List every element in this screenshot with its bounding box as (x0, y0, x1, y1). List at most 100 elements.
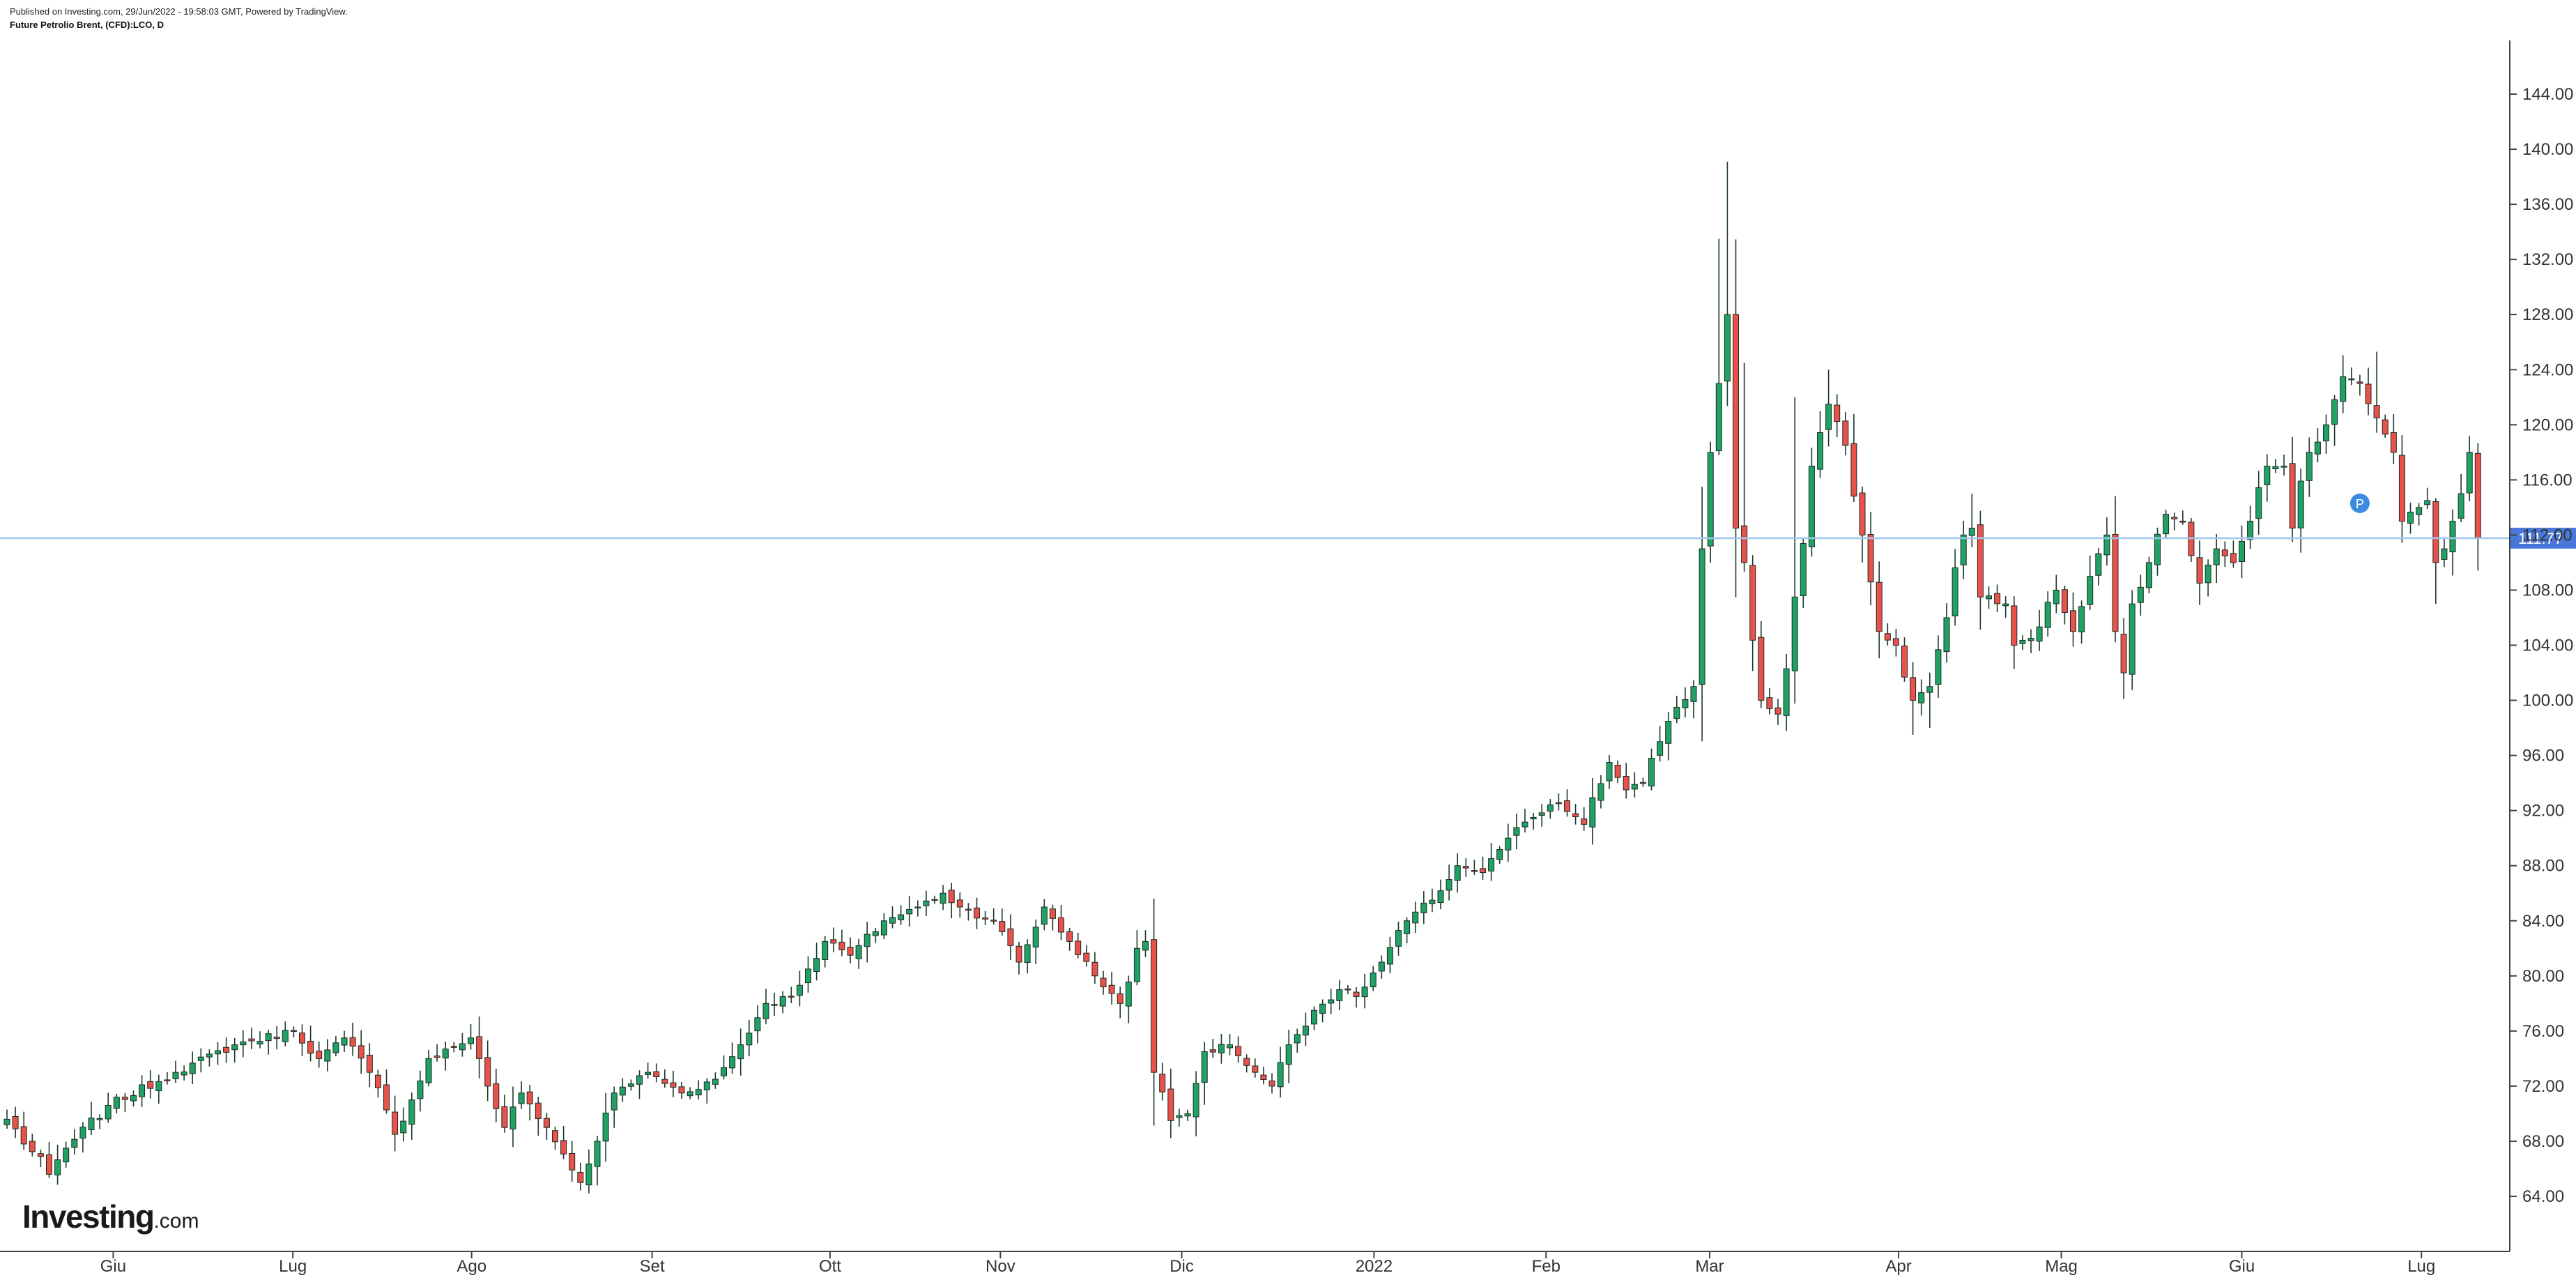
candle[interactable] (1581, 807, 1588, 831)
candle[interactable] (721, 1055, 727, 1080)
candle[interactable] (2087, 555, 2094, 610)
candle[interactable] (2221, 541, 2228, 567)
candle[interactable] (189, 1051, 196, 1084)
candle[interactable] (425, 1049, 432, 1087)
candle[interactable] (1420, 891, 1427, 924)
candle[interactable] (1749, 555, 1756, 671)
candle[interactable] (670, 1070, 677, 1097)
candle[interactable] (417, 1070, 424, 1112)
candle[interactable] (2239, 525, 2245, 579)
candle[interactable] (1336, 980, 1343, 1011)
candle[interactable] (2272, 459, 2279, 473)
candle[interactable] (256, 1031, 263, 1049)
candle[interactable] (2171, 512, 2178, 531)
candle[interactable] (1733, 239, 1739, 597)
candle[interactable] (687, 1087, 693, 1099)
candle[interactable] (20, 1111, 27, 1150)
candle[interactable] (1235, 1036, 1242, 1063)
candle[interactable] (931, 895, 938, 904)
candle[interactable] (1547, 799, 1554, 819)
candle[interactable] (341, 1030, 348, 1052)
candle[interactable] (1825, 369, 1832, 447)
candle[interactable] (476, 1016, 483, 1079)
candle[interactable] (889, 906, 896, 929)
candle[interactable] (79, 1122, 86, 1153)
candle[interactable] (1075, 932, 1082, 959)
candle[interactable] (2053, 574, 2060, 614)
candle[interactable] (1260, 1067, 1267, 1085)
candle[interactable] (1328, 989, 1335, 1014)
candle[interactable] (493, 1068, 500, 1122)
candle[interactable] (838, 929, 845, 957)
candle[interactable] (948, 883, 955, 919)
candle[interactable] (560, 1126, 567, 1159)
candle[interactable] (2154, 527, 2161, 576)
candle[interactable] (1117, 986, 1124, 1019)
candle[interactable] (1302, 1012, 1309, 1046)
candle[interactable] (349, 1022, 356, 1056)
candle[interactable] (206, 1049, 213, 1067)
candle[interactable] (1176, 1108, 1183, 1127)
candle[interactable] (468, 1023, 474, 1050)
candle[interactable] (392, 1095, 399, 1152)
candles-layer[interactable] (3, 161, 2481, 1194)
candle[interactable] (1032, 919, 1039, 964)
candle[interactable] (864, 922, 871, 963)
candle[interactable] (982, 911, 989, 925)
candle[interactable] (307, 1026, 314, 1062)
candle[interactable] (2112, 496, 2119, 643)
candle[interactable] (1597, 775, 1604, 809)
candle[interactable] (956, 892, 963, 918)
candle[interactable] (1412, 901, 1419, 934)
candle[interactable] (2230, 540, 2237, 568)
candle[interactable] (1277, 1046, 1284, 1098)
candle[interactable] (2205, 559, 2211, 597)
candle[interactable] (1294, 1028, 1301, 1053)
candle[interactable] (12, 1106, 19, 1138)
candle[interactable] (366, 1043, 373, 1088)
candle[interactable] (316, 1041, 323, 1068)
candle[interactable] (88, 1102, 95, 1136)
candle[interactable] (1699, 487, 1705, 742)
candle[interactable] (1505, 823, 1512, 862)
candle[interactable] (1648, 748, 1655, 791)
candle[interactable] (2095, 548, 2102, 586)
candle[interactable] (526, 1085, 533, 1121)
candle[interactable] (1741, 363, 1748, 572)
candle[interactable] (796, 970, 803, 1007)
candle[interactable] (1471, 860, 1478, 875)
candle[interactable] (29, 1134, 36, 1157)
candle[interactable] (1007, 914, 1014, 961)
candle[interactable] (518, 1081, 525, 1109)
candle[interactable] (1108, 971, 1115, 1005)
candle[interactable] (1344, 984, 1351, 994)
candle[interactable] (594, 1136, 601, 1186)
candle[interactable] (2356, 374, 2363, 396)
candle[interactable] (1454, 853, 1461, 893)
candle[interactable] (2044, 591, 2051, 637)
candle[interactable] (2373, 351, 2380, 433)
candle[interactable] (1480, 856, 1486, 881)
candle[interactable] (215, 1042, 221, 1065)
candle[interactable] (2163, 510, 2170, 538)
candle[interactable] (569, 1141, 576, 1182)
candle[interactable] (1446, 864, 1452, 901)
candle[interactable] (762, 989, 769, 1025)
candle[interactable] (746, 1019, 753, 1057)
candle[interactable] (2348, 367, 2355, 386)
candle[interactable] (1252, 1058, 1259, 1078)
candle[interactable] (1530, 812, 1537, 830)
candle[interactable] (1555, 793, 1562, 811)
candle[interactable] (1834, 394, 1841, 438)
candle[interactable] (299, 1024, 305, 1056)
candle[interactable] (2145, 556, 2152, 594)
candle[interactable] (1892, 628, 1899, 657)
candle[interactable] (1167, 1068, 1174, 1138)
candle[interactable] (450, 1042, 457, 1053)
candle[interactable] (695, 1080, 702, 1100)
candle[interactable] (1910, 662, 1917, 735)
candle[interactable] (71, 1129, 78, 1155)
candle[interactable] (1015, 941, 1022, 975)
candle[interactable] (813, 943, 820, 981)
candle[interactable] (2036, 609, 2043, 651)
